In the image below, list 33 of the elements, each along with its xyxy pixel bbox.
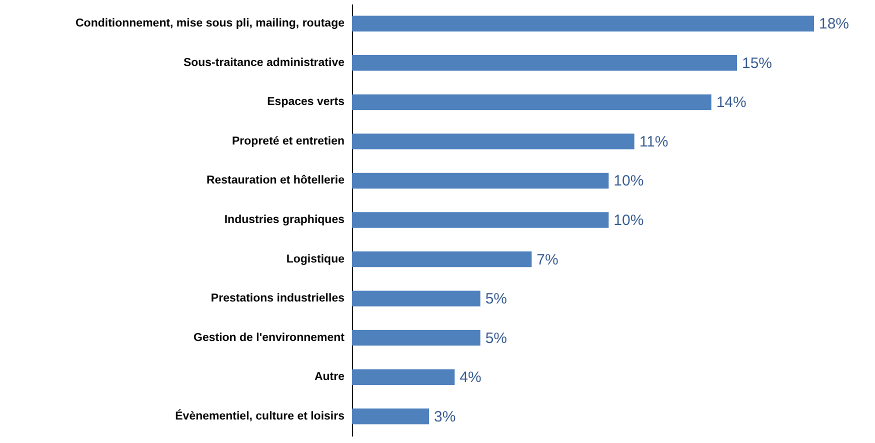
y-tick-label: Logistique bbox=[286, 253, 344, 266]
y-tick-label: Évènementiel, culture et loisirs bbox=[175, 408, 344, 422]
data-label: 10% bbox=[614, 212, 644, 229]
data-label: 5% bbox=[485, 330, 508, 347]
bar bbox=[352, 172, 609, 189]
data-label: 4% bbox=[460, 369, 482, 386]
y-tick-label: Industries graphiques bbox=[224, 214, 344, 226]
bar bbox=[352, 408, 429, 424]
data-label: 7% bbox=[536, 251, 558, 268]
data-label: 18% bbox=[819, 16, 850, 33]
y-tick-label: Espaces verts bbox=[267, 96, 344, 108]
data-label: 5% bbox=[485, 290, 508, 308]
y-tick-label: Conditionnement, mise sous pli, mailing, routage bbox=[76, 18, 344, 30]
data-label: 10% bbox=[614, 172, 644, 190]
bar bbox=[352, 290, 480, 306]
data-label: 11% bbox=[639, 133, 668, 150]
bar bbox=[352, 134, 634, 150]
bar bbox=[352, 369, 455, 385]
data-label: 14% bbox=[716, 94, 746, 112]
bar bbox=[352, 55, 737, 71]
y-tick-label: Gestion de l'environnement bbox=[194, 332, 345, 344]
bar bbox=[352, 212, 609, 228]
data-label: 3% bbox=[434, 408, 456, 426]
y-tick-label: Restauration et hôtellerie bbox=[206, 174, 344, 187]
bar bbox=[352, 251, 532, 268]
bar bbox=[352, 330, 480, 346]
bar bbox=[352, 16, 814, 32]
y-tick-label: Propreté et entretien bbox=[232, 135, 344, 148]
bar bbox=[352, 94, 712, 110]
data-label: 15% bbox=[742, 54, 772, 72]
y-tick-label: Sous-traitance administrative bbox=[183, 56, 344, 69]
y-tick-label: Prestations industrielles bbox=[210, 292, 344, 305]
y-tick-label: Autre bbox=[314, 371, 344, 384]
